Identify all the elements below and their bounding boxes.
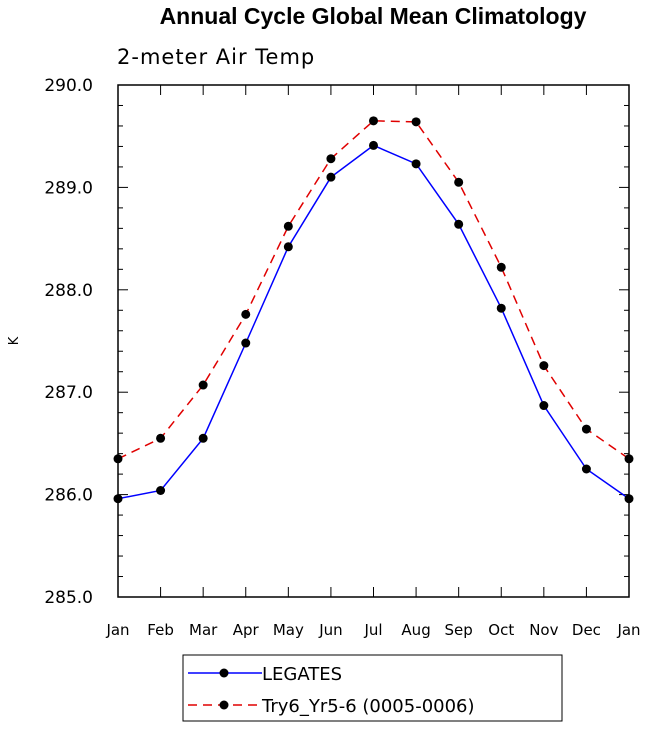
y-tick-label: 287.0 [44, 383, 93, 403]
x-tick-label: Nov [529, 621, 558, 639]
series-1-point [454, 177, 464, 187]
series-0-point [496, 303, 506, 313]
series-line-1 [117, 120, 630, 460]
chart-title: Annual Cycle Global Mean Climatology [160, 3, 587, 29]
y-tick-label: 288.0 [44, 281, 93, 301]
series-0-point [369, 140, 378, 150]
series-1-point [581, 424, 591, 434]
x-tick-label: Oct [488, 621, 514, 639]
x-tick-label: Aug [401, 621, 430, 639]
series-1-point [411, 117, 421, 127]
series-0-point [113, 494, 123, 504]
x-tick-label: Jun [318, 621, 342, 639]
legend-box [182, 654, 563, 722]
series-0-point [454, 219, 464, 229]
axis-ticks [117, 84, 630, 598]
y-tick-label: 290.0 [44, 76, 93, 96]
y-tick-label: 285.0 [44, 588, 93, 608]
legend-entry-try6: Try6_Yr5-6 (0005-0006) [261, 696, 475, 717]
x-tick-label: Feb [147, 621, 174, 639]
x-tick-label: Dec [572, 621, 601, 639]
series-0-point [411, 159, 421, 169]
y-tick-label: 289.0 [44, 178, 93, 198]
series-0-point [241, 338, 251, 348]
series-1-point [283, 221, 293, 231]
x-tick-label: Jul [363, 621, 382, 639]
x-tick-label: Mar [189, 621, 218, 639]
x-tick-label: May [273, 621, 304, 639]
x-tick-label: Sep [445, 621, 473, 639]
series-0-point [581, 464, 591, 474]
series-1-point [496, 262, 506, 272]
x-tick-label: Jan [105, 621, 129, 639]
series-1-point [539, 361, 549, 371]
series-0-point [156, 486, 166, 496]
series-1-point [198, 380, 208, 390]
legend-entry-legates: LEGATES [262, 664, 342, 685]
y-tick-labels: 285.0 286.0 287.0 288.0 289.0 290.0 [44, 76, 93, 608]
y-tick-label: 286.0 [44, 486, 93, 506]
series-1-point [624, 454, 634, 464]
x-tick-label: Apr [233, 621, 260, 639]
series-1-point [241, 309, 251, 319]
series-0-point [624, 494, 634, 504]
legend-marker-legates [219, 668, 229, 678]
series-0-point [283, 242, 293, 252]
chart-subtitle: 2-meter Air Temp [117, 45, 315, 69]
legend-marker-try6 [219, 700, 229, 710]
x-tick-label: Jan [616, 621, 640, 639]
series-line-0 [117, 144, 630, 500]
plot-frame [117, 84, 630, 598]
y-axis-label: K [7, 336, 22, 345]
series-layer [113, 116, 634, 504]
x-tick-labels: Jan Feb Mar Apr May Jun Jul Aug Sep Oct Nov Dec Jan [105, 621, 640, 639]
series-1-point [369, 116, 378, 126]
series-0-point [198, 433, 208, 443]
series-1-point [156, 433, 166, 443]
series-0-point [326, 172, 336, 182]
legend: LEGATES Try6_Yr5-6 (0005-0006) [182, 654, 563, 722]
series-1-point [113, 454, 123, 464]
series-1-point [326, 154, 336, 164]
series-0-point [539, 401, 549, 411]
